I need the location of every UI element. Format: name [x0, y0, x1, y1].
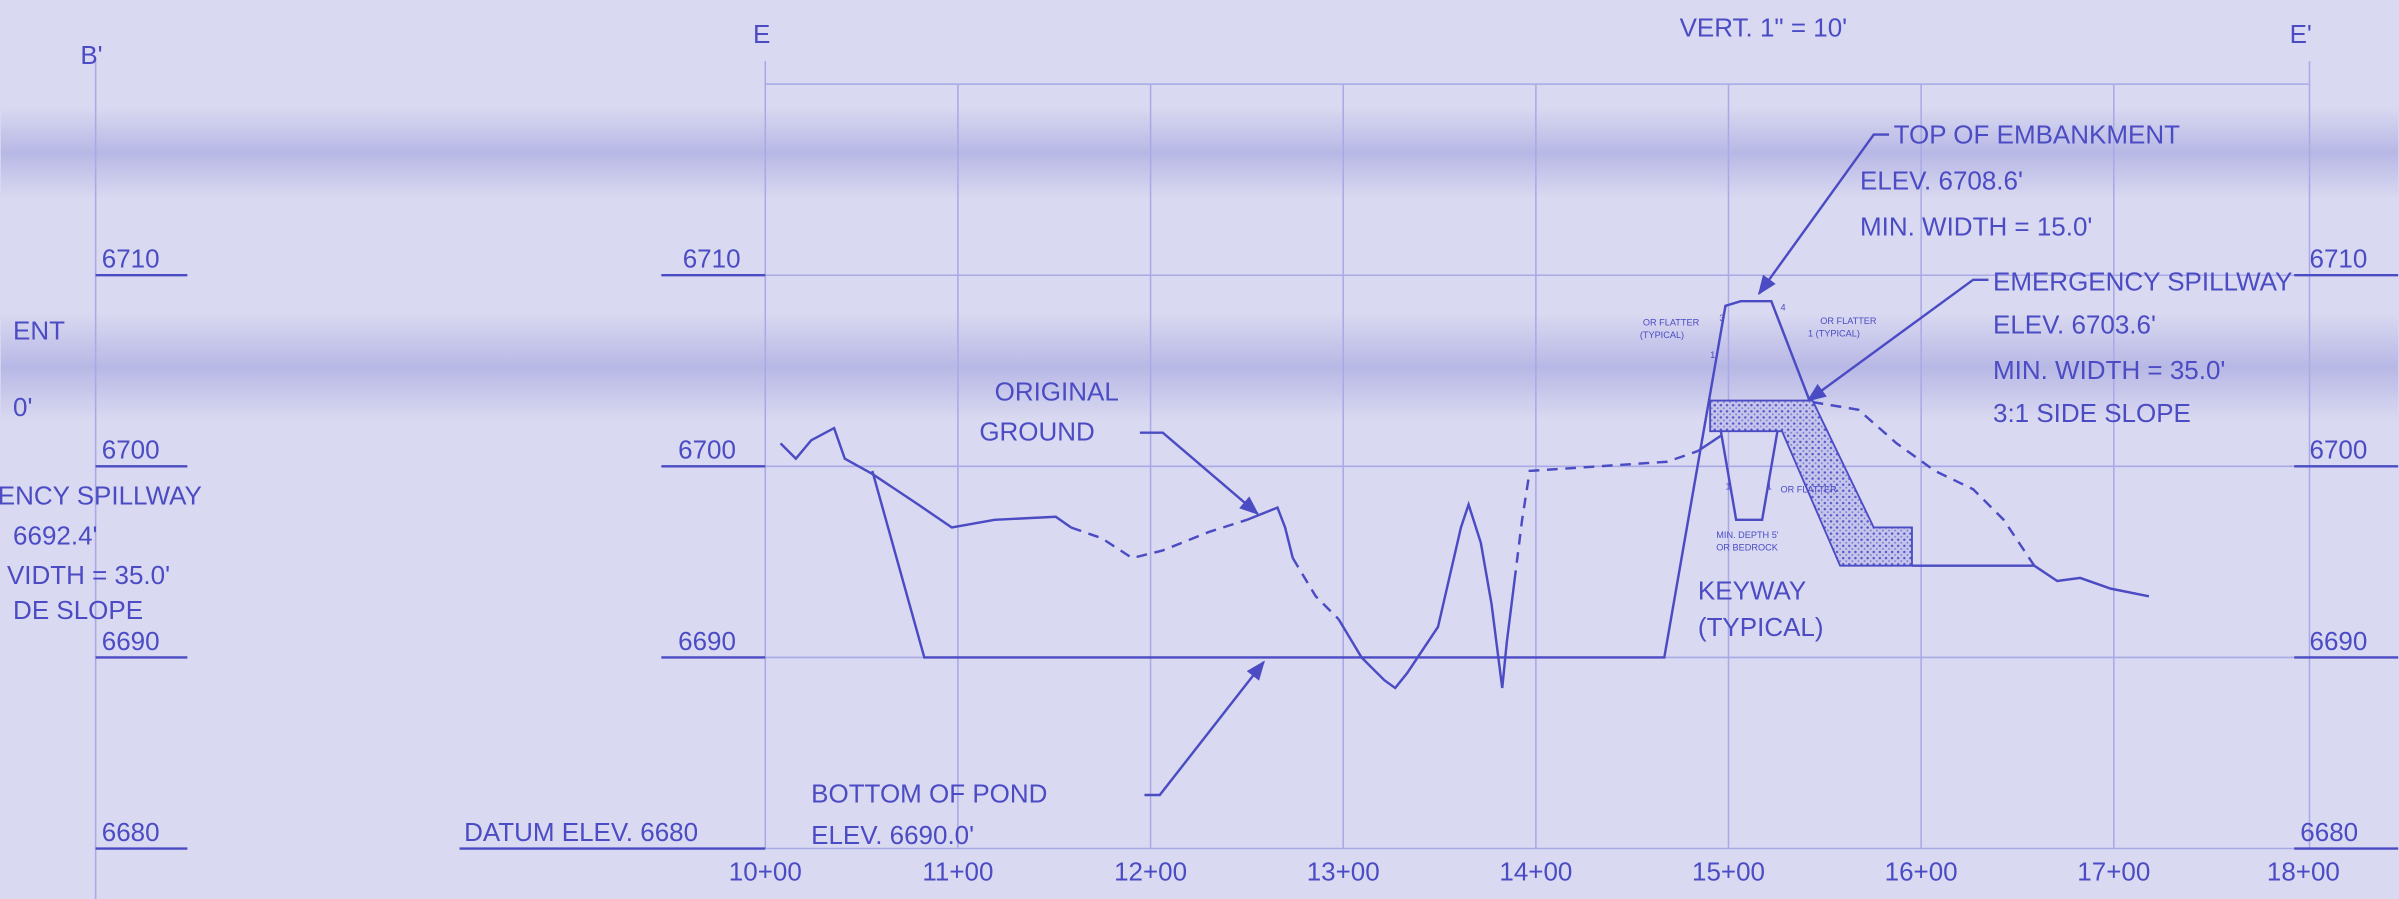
elevation-label: 6710: [2309, 244, 2367, 274]
annotation: MIN. WIDTH = 35.0': [1993, 355, 2225, 385]
elevation-label: 6710: [683, 244, 741, 274]
small-note: (TYPICAL): [1640, 330, 1684, 340]
section-label: E': [2290, 19, 2312, 49]
station-label: 11+00: [922, 857, 993, 887]
station-label: 10+00: [729, 857, 802, 887]
note: 6692.4': [13, 520, 97, 550]
station-label: 14+00: [1499, 857, 1572, 887]
annotation: EMERGENCY SPILLWAY: [1993, 266, 2292, 296]
section-label: B': [80, 40, 102, 70]
underlines: [95, 273, 2399, 850]
annotation: ELEV. 6708.6': [1860, 166, 2023, 196]
station-label: 16+00: [1885, 857, 1958, 887]
note: ENCY SPILLWAY: [0, 481, 202, 511]
small-note: 4: [1780, 302, 1785, 312]
stations: 10+00 11+00 12+00 13+00 14+00 15+00 16+0…: [729, 857, 2340, 887]
annotation: BOTTOM OF POND: [811, 779, 1047, 809]
station-label: 13+00: [1307, 857, 1380, 887]
small-note: MIN. DEPTH 5': [1716, 530, 1779, 540]
annotation: MIN. WIDTH = 15.0': [1860, 211, 2092, 241]
small-note: OR FLATTER: [1820, 316, 1877, 326]
note: VIDTH = 35.0': [7, 560, 170, 590]
note: 0': [13, 392, 32, 422]
note: ENT: [13, 315, 65, 345]
small-note: 1: [1767, 481, 1772, 491]
elevation-label: 6690: [102, 626, 160, 656]
elevation-label: 6710: [102, 244, 160, 274]
annotation: GROUND: [979, 416, 1094, 446]
small-note: OR FLATTER: [1643, 318, 1700, 328]
small-note: 3: [1719, 313, 1724, 323]
elevation-label: 6690: [2309, 626, 2367, 656]
small-note: 1: [1725, 481, 1730, 491]
elevation-label: 6680: [2300, 817, 2358, 847]
datum-label: DATUM ELEV. 6680: [464, 817, 698, 847]
scan-band: [0, 107, 2399, 199]
pond-section: [871, 299, 2035, 659]
elevation-label: 6700: [2309, 435, 2367, 465]
leaders: [1139, 133, 1989, 797]
elevation-label: 6700: [102, 435, 160, 465]
scan-band: [0, 313, 2399, 421]
small-note: OR BEDROCK: [1716, 542, 1778, 552]
elevation-label: 6680: [102, 817, 160, 847]
station-label: 17+00: [2077, 857, 2150, 887]
annotation: (TYPICAL): [1698, 612, 1824, 642]
small-note: 1: [1710, 350, 1715, 360]
scale-note: VERT. 1" = 10': [1680, 13, 1848, 43]
section-label: E: [753, 19, 770, 49]
small-note: OR FLATTER: [1780, 484, 1837, 494]
annotation: ELEV. 6690.0': [811, 820, 974, 850]
annotation: KEYWAY: [1698, 575, 1806, 605]
station-label: 12+00: [1114, 857, 1187, 887]
annotation: ORIGINAL: [995, 377, 1119, 407]
annotation: 3:1 SIDE SLOPE: [1993, 398, 2191, 428]
station-label: 15+00: [1692, 857, 1765, 887]
elevation-label: 6690: [678, 626, 736, 656]
original-ground: [779, 400, 2150, 690]
note: DE SLOPE: [13, 595, 143, 625]
annotation: TOP OF EMBANKMENT: [1894, 120, 2180, 150]
annotation: ELEV. 6703.6': [1993, 309, 2156, 339]
small-note: 1 (TYPICAL): [1808, 328, 1860, 338]
elevation-label: 6700: [678, 435, 736, 465]
station-label: 18+00: [2267, 857, 2340, 887]
